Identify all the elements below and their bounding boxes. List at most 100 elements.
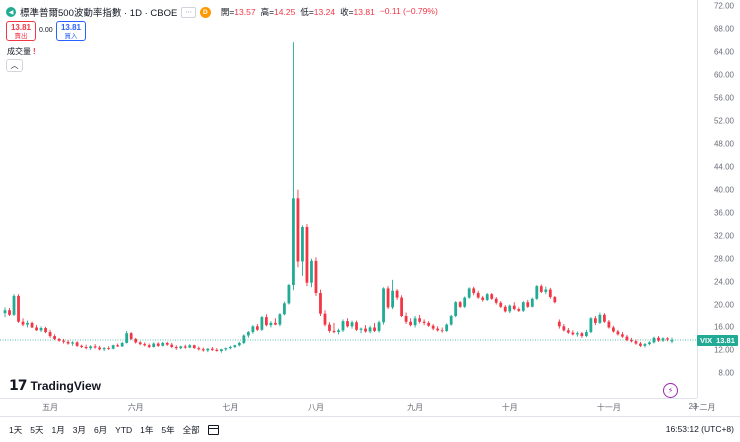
collapse-indicators-button[interactable]: ︿	[6, 59, 23, 72]
candle[interactable]	[666, 337, 669, 342]
candle[interactable]	[53, 334, 56, 341]
candle[interactable]	[391, 279, 394, 310]
candle[interactable]	[80, 344, 84, 349]
candle[interactable]	[530, 297, 534, 308]
candle[interactable]	[102, 346, 106, 352]
candle[interactable]	[512, 302, 516, 311]
price-scale[interactable]: 72.00 68.00 64.00 60.00 56.00 52.00 48.00 44.00…	[697, 0, 740, 398]
candle[interactable]	[251, 325, 255, 334]
candle[interactable]	[138, 341, 142, 346]
candle[interactable]	[170, 342, 174, 349]
candle[interactable]	[89, 345, 93, 350]
candle[interactable]	[431, 324, 435, 331]
candle[interactable]	[296, 189, 300, 268]
range-button[interactable]: 1天	[9, 424, 23, 435]
candle[interactable]	[517, 307, 521, 312]
candle[interactable]	[30, 321, 34, 329]
range-button[interactable]: 3月	[72, 424, 86, 435]
candle[interactable]	[197, 346, 201, 351]
candle[interactable]	[612, 325, 615, 333]
candle[interactable]	[485, 293, 489, 302]
candle[interactable]	[71, 341, 74, 346]
candle[interactable]	[494, 297, 498, 305]
candle[interactable]	[535, 284, 539, 300]
buy-button[interactable]: 13.81 買入	[56, 21, 86, 41]
candle[interactable]	[301, 225, 304, 276]
candle[interactable]	[382, 287, 385, 325]
candle[interactable]	[544, 286, 548, 295]
candle[interactable]	[269, 321, 273, 328]
candle[interactable]	[192, 344, 196, 349]
candle[interactable]	[467, 287, 471, 299]
candle[interactable]	[346, 318, 349, 328]
candle[interactable]	[179, 345, 183, 350]
chart-area[interactable]	[0, 0, 697, 398]
candle[interactable]	[364, 325, 367, 333]
candle[interactable]	[436, 326, 440, 332]
candle[interactable]	[413, 315, 417, 328]
candle[interactable]	[283, 301, 286, 316]
candle[interactable]	[57, 337, 61, 342]
candle[interactable]	[255, 324, 259, 331]
candle[interactable]	[287, 283, 291, 305]
candle[interactable]	[66, 340, 70, 345]
candle[interactable]	[445, 323, 449, 333]
candle[interactable]	[305, 224, 309, 287]
candle[interactable]	[242, 334, 246, 345]
candle[interactable]	[233, 344, 237, 349]
candle[interactable]	[503, 305, 507, 313]
candle[interactable]	[657, 336, 660, 342]
more-icon[interactable]: ⋯	[181, 6, 196, 18]
candle[interactable]	[161, 341, 165, 347]
candle[interactable]	[499, 301, 503, 308]
candle[interactable]	[508, 304, 512, 314]
candle[interactable]	[621, 332, 624, 338]
candle[interactable]	[566, 328, 570, 334]
candle[interactable]	[332, 322, 336, 334]
candle[interactable]	[526, 299, 530, 308]
candle[interactable]	[39, 326, 43, 333]
candle[interactable]	[260, 315, 264, 331]
candle[interactable]	[458, 301, 462, 308]
candle[interactable]	[571, 330, 575, 336]
candle[interactable]	[21, 318, 25, 327]
calendar-icon[interactable]	[207, 424, 219, 435]
candle[interactable]	[481, 295, 485, 302]
candle[interactable]	[129, 332, 133, 341]
candle[interactable]	[598, 312, 602, 325]
candle[interactable]	[328, 322, 331, 333]
candle[interactable]	[246, 330, 250, 338]
candle[interactable]	[116, 343, 120, 347]
candle[interactable]	[120, 341, 124, 347]
candle[interactable]	[228, 345, 232, 350]
candle[interactable]	[418, 314, 422, 324]
candle[interactable]	[490, 293, 494, 300]
candle[interactable]	[292, 42, 295, 291]
candle[interactable]	[48, 329, 52, 338]
candle[interactable]	[652, 336, 656, 344]
candle[interactable]	[539, 284, 543, 294]
range-button[interactable]: 1月	[51, 424, 65, 435]
candle[interactable]	[93, 344, 97, 349]
candle[interactable]	[553, 295, 557, 304]
candle[interactable]	[237, 341, 241, 347]
range-button[interactable]: 1年	[140, 424, 154, 435]
candle[interactable]	[616, 329, 620, 336]
candle[interactable]	[359, 327, 363, 334]
candle[interactable]	[661, 337, 665, 342]
candle[interactable]	[584, 329, 588, 338]
range-button[interactable]: 5天	[30, 424, 44, 435]
candle[interactable]	[210, 346, 214, 352]
candle[interactable]	[274, 318, 277, 326]
candle[interactable]	[404, 312, 408, 325]
tradingview-logo[interactable]: 17 TradingView	[9, 378, 101, 394]
candle[interactable]	[310, 258, 313, 288]
candle[interactable]	[422, 319, 426, 326]
candle[interactable]	[580, 332, 584, 338]
candle[interactable]	[557, 319, 561, 329]
candle[interactable]	[603, 313, 606, 323]
clock[interactable]: 16:53:12 (UTC+8)	[665, 424, 734, 434]
candle[interactable]	[373, 322, 376, 333]
candle[interactable]	[341, 319, 345, 333]
candle[interactable]	[400, 295, 403, 318]
